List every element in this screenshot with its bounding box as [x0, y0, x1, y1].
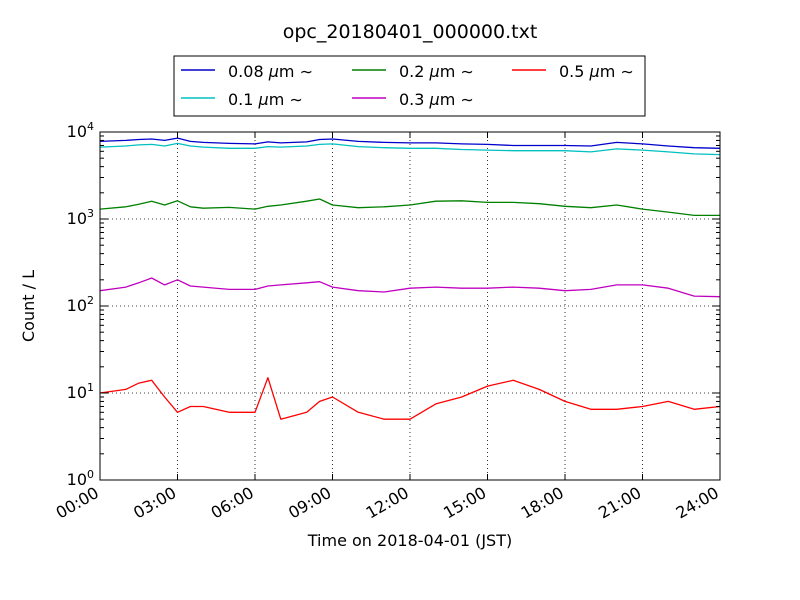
x-tick-label-7: 21:00: [595, 483, 644, 523]
x-tick-label-8: 24:00: [673, 483, 722, 523]
legend-label-0: 0.08 μm ∼: [228, 62, 313, 81]
legend-frame: [173, 55, 646, 117]
legend-entry-4: 0.3 μm ∼: [352, 90, 474, 109]
plot-area: [99, 131, 721, 481]
x-tick-label-4: 12:00: [363, 483, 412, 523]
legend-label-2: 0.5 μm ∼: [559, 62, 634, 81]
series-line-s008: [99, 137, 721, 149]
series-layer: [99, 137, 721, 420]
legend-entry-0: 0.08 μm ∼: [181, 62, 313, 81]
x-tick-label-6: 18:00: [518, 483, 567, 523]
legend-label-3: 0.1 μm ∼: [228, 90, 303, 109]
x-tick-label-5: 15:00: [440, 483, 489, 523]
x-tick-label-1: 03:00: [130, 483, 179, 523]
y-tick-label-3: 103: [67, 207, 94, 228]
legend: 0.08 μm ∼ 0.2 μm ∼ 0.5 μm ∼ 0.1 μm ∼ 0.3…: [173, 55, 646, 117]
x-tick-label-3: 09:00: [285, 483, 334, 523]
series-line-s02: [99, 198, 720, 217]
grid-lines: [100, 132, 720, 480]
legend-entry-2: 0.5 μm ∼: [512, 62, 634, 81]
series-line-s01: [99, 142, 721, 156]
series-line-s05: [99, 377, 721, 420]
legend-entry-3: 0.1 μm ∼: [181, 90, 303, 109]
axis-ticks: [99, 131, 721, 481]
y-tick-label-0: 100: [67, 468, 94, 489]
legend-entry-1: 0.2 μm ∼: [352, 62, 474, 81]
legend-label-1: 0.2 μm ∼: [399, 62, 474, 81]
legend-label-4: 0.3 μm ∼: [399, 90, 474, 109]
y-tick-label-4: 104: [67, 120, 94, 141]
x-tick-label-2: 06:00: [208, 483, 257, 523]
chart-title: opc_20180401_000000.txt: [283, 21, 538, 43]
series-line-s03: [99, 277, 721, 298]
y-axis-label: Count / L: [19, 270, 38, 342]
y-tick-label-2: 102: [67, 294, 94, 315]
x-axis-label: Time on 2018-04-01 (JST): [307, 531, 512, 550]
y-tick-label-1: 101: [67, 381, 94, 402]
y-axis-tick-labels: 100 101 102 103 104: [67, 120, 94, 489]
x-axis-tick-labels: 00:00 03:00 06:00 09:00 12:00 15:00 18:0…: [53, 483, 722, 523]
